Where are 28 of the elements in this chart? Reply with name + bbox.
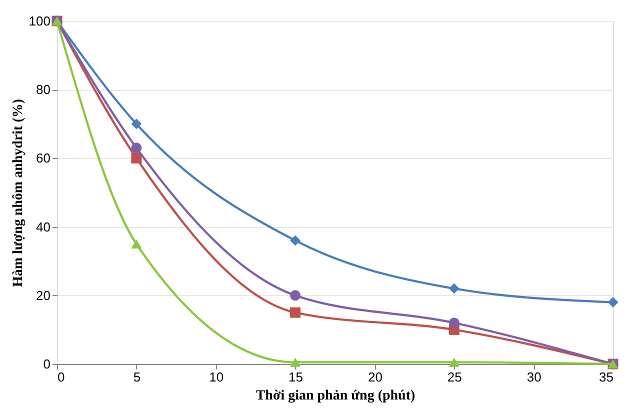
x-tick-label: 35 xyxy=(599,370,614,384)
y-tick-label: 80 xyxy=(36,82,50,98)
x-tick-label: 30 xyxy=(526,370,542,384)
point xyxy=(290,290,301,301)
x-tick-label: 10 xyxy=(209,370,224,384)
y-tick-label: 100 xyxy=(28,14,50,28)
point xyxy=(131,118,142,130)
y-tick-label: 0 xyxy=(43,356,50,372)
x-tick-label: 25 xyxy=(447,370,462,384)
x-axis-title: Thời gian phản ứng (phút) xyxy=(256,388,416,404)
point xyxy=(290,235,301,246)
point xyxy=(448,283,460,294)
point xyxy=(448,318,460,328)
y-tick-label: 20 xyxy=(36,288,50,303)
y-tick-label: 40 xyxy=(36,219,50,234)
point xyxy=(290,307,301,318)
point xyxy=(290,358,301,367)
point xyxy=(131,152,142,164)
x-tick-label: 0 xyxy=(58,370,65,384)
point xyxy=(131,239,142,248)
y-tick-label: 60 xyxy=(36,150,50,166)
point xyxy=(608,297,618,308)
y-axis-title: Hàm lượng nhôm anhydrit (%) xyxy=(10,98,26,288)
point xyxy=(131,142,142,154)
point xyxy=(448,358,460,367)
x-tick-label: 15 xyxy=(288,370,304,384)
x-tick-label: 20 xyxy=(368,370,382,384)
x-tick-label: 5 xyxy=(133,370,141,384)
